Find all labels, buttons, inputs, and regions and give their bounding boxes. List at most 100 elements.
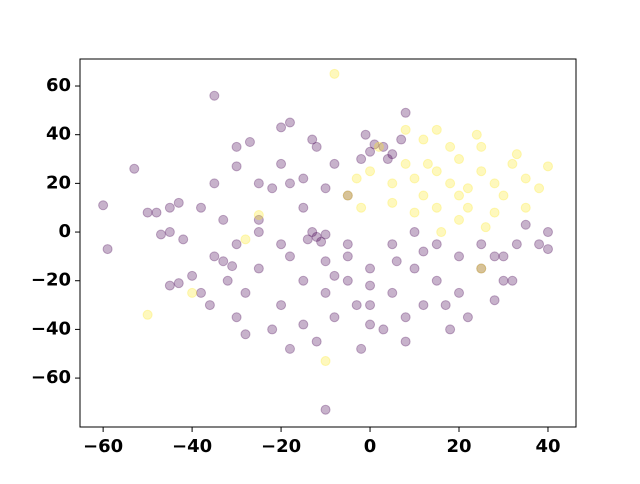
point	[173, 278, 184, 289]
point	[98, 200, 109, 211]
point	[356, 202, 367, 213]
point	[445, 178, 456, 189]
point	[542, 227, 553, 238]
point	[298, 275, 309, 286]
point	[387, 178, 398, 189]
point	[418, 246, 429, 257]
x-tick-label: −60	[83, 436, 123, 457]
point	[476, 166, 487, 177]
x-tick-label: −40	[172, 436, 212, 457]
point	[178, 234, 189, 245]
point	[476, 263, 487, 274]
point	[365, 146, 376, 157]
point	[231, 312, 242, 323]
point	[534, 183, 545, 194]
point	[129, 163, 140, 174]
point	[365, 319, 376, 330]
point	[187, 287, 198, 298]
point	[276, 300, 287, 311]
point	[498, 251, 509, 262]
point	[489, 295, 500, 306]
point	[342, 239, 353, 250]
point	[298, 173, 309, 184]
point	[164, 227, 175, 238]
point	[431, 166, 442, 177]
point	[227, 261, 238, 272]
point	[400, 312, 411, 323]
point	[151, 207, 162, 218]
point	[231, 239, 242, 250]
point	[400, 336, 411, 347]
point	[431, 239, 442, 250]
y-tick-label: −40	[31, 318, 71, 339]
plot-area	[80, 59, 576, 427]
point	[267, 183, 278, 194]
point	[164, 280, 175, 291]
point	[387, 197, 398, 208]
point	[462, 202, 473, 213]
point	[320, 229, 331, 240]
point	[462, 183, 473, 194]
y-tick-label: −20	[31, 270, 71, 291]
point	[307, 227, 318, 238]
point	[511, 149, 522, 160]
point	[387, 287, 398, 298]
point	[284, 178, 295, 189]
point	[418, 190, 429, 201]
point	[480, 222, 491, 233]
point	[498, 190, 509, 201]
point	[173, 197, 184, 208]
point	[284, 117, 295, 128]
point	[534, 239, 545, 250]
point	[520, 202, 531, 213]
point	[431, 124, 442, 135]
point	[231, 161, 242, 172]
point	[382, 154, 393, 165]
point	[218, 214, 229, 225]
point	[454, 287, 465, 298]
point	[276, 239, 287, 250]
point	[102, 244, 113, 255]
point	[542, 244, 553, 255]
point	[284, 343, 295, 354]
point	[244, 136, 255, 147]
point	[476, 239, 487, 250]
point	[409, 173, 420, 184]
point	[507, 275, 518, 286]
point	[320, 287, 331, 298]
point	[454, 190, 465, 201]
point	[253, 178, 264, 189]
point	[253, 227, 264, 238]
y-tick-label: 0	[58, 221, 71, 242]
y-tick-label: 60	[46, 75, 71, 96]
point	[351, 300, 362, 311]
point	[231, 141, 242, 152]
point	[222, 275, 233, 286]
point	[365, 263, 376, 274]
point	[204, 300, 215, 311]
point	[329, 312, 340, 323]
point	[276, 122, 287, 133]
point	[356, 154, 367, 165]
point	[436, 227, 447, 238]
x-tick-label: 40	[535, 436, 560, 457]
point	[378, 324, 389, 335]
point	[520, 173, 531, 184]
point	[316, 236, 327, 247]
point	[365, 166, 376, 177]
point	[284, 251, 295, 262]
point	[378, 141, 389, 152]
point	[342, 275, 353, 286]
point	[240, 287, 251, 298]
point	[311, 336, 322, 347]
point	[298, 202, 309, 213]
point	[142, 207, 153, 218]
point	[329, 68, 340, 79]
y-tick-label: −60	[31, 367, 71, 388]
point	[445, 141, 456, 152]
point	[431, 202, 442, 213]
point	[360, 129, 371, 140]
x-tick-label: 20	[446, 436, 471, 457]
point	[253, 214, 264, 225]
